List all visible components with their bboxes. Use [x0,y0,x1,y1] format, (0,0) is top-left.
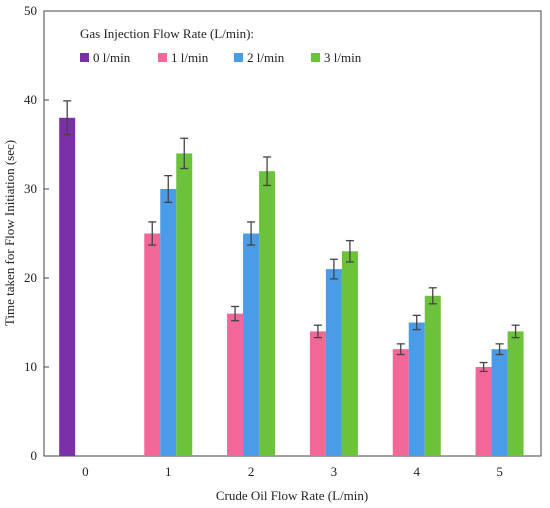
legend-swatch-2 [234,53,243,62]
bar-3lmin-cat-2 [259,171,275,456]
x-tick-label-1: 1 [165,464,172,479]
legend: Gas Injection Flow Rate (L/min): 0 l/min… [80,26,362,65]
bar-3lmin-cat-1 [176,153,192,456]
x-axis-label: Crude Oil Flow Rate (L/min) [216,488,368,503]
bar-2lmin-cat-2 [243,234,259,457]
bar-2lmin-cat-5 [492,349,508,456]
legend-swatch-0 [80,53,89,62]
y-tick-label-30: 30 [24,181,37,196]
x-axis: 0 1 2 3 4 5 [82,464,503,479]
bars-group [59,118,523,456]
bar-1lmin-cat-2 [227,314,243,456]
y-tick-label-40: 40 [24,92,37,107]
plot-frame [44,11,541,456]
error-bars-group [63,101,519,372]
bar-0lmin-cat-0 [59,118,75,456]
y-axis: 0 10 20 30 40 50 [24,3,49,463]
legend-label-3: 3 l/min [324,50,362,65]
y-tick-label-0: 0 [31,448,38,463]
bar-2lmin-cat-1 [160,189,176,456]
x-tick-label-2: 2 [248,464,255,479]
x-tick-label-0: 0 [82,464,89,479]
legend-swatch-1 [158,53,167,62]
bar-1lmin-cat-5 [476,367,492,456]
bar-2lmin-cat-4 [409,323,425,457]
y-tick-label-20: 20 [24,270,37,285]
x-tick-label-3: 3 [331,464,338,479]
plot-area [44,11,541,456]
bar-2lmin-cat-3 [326,269,342,456]
legend-label-2: 2 l/min [247,50,285,65]
bar-1lmin-cat-4 [393,349,409,456]
bar-3lmin-cat-4 [425,296,441,456]
y-tick-label-10: 10 [24,359,37,374]
y-tick-label-50: 50 [24,3,37,18]
x-tick-label-4: 4 [414,464,421,479]
y-axis-label: Time taken for Flow Initiation (sec) [2,140,17,326]
bar-1lmin-cat-3 [310,331,326,456]
legend-swatch-3 [311,53,320,62]
legend-label-0: 0 l/min [93,50,131,65]
bar-3lmin-cat-5 [508,331,524,456]
bar-3lmin-cat-3 [342,251,358,456]
x-tick-label-5: 5 [496,464,503,479]
legend-title: Gas Injection Flow Rate (L/min): [80,26,254,41]
legend-label-1: 1 l/min [171,50,209,65]
bar-1lmin-cat-1 [144,234,160,457]
